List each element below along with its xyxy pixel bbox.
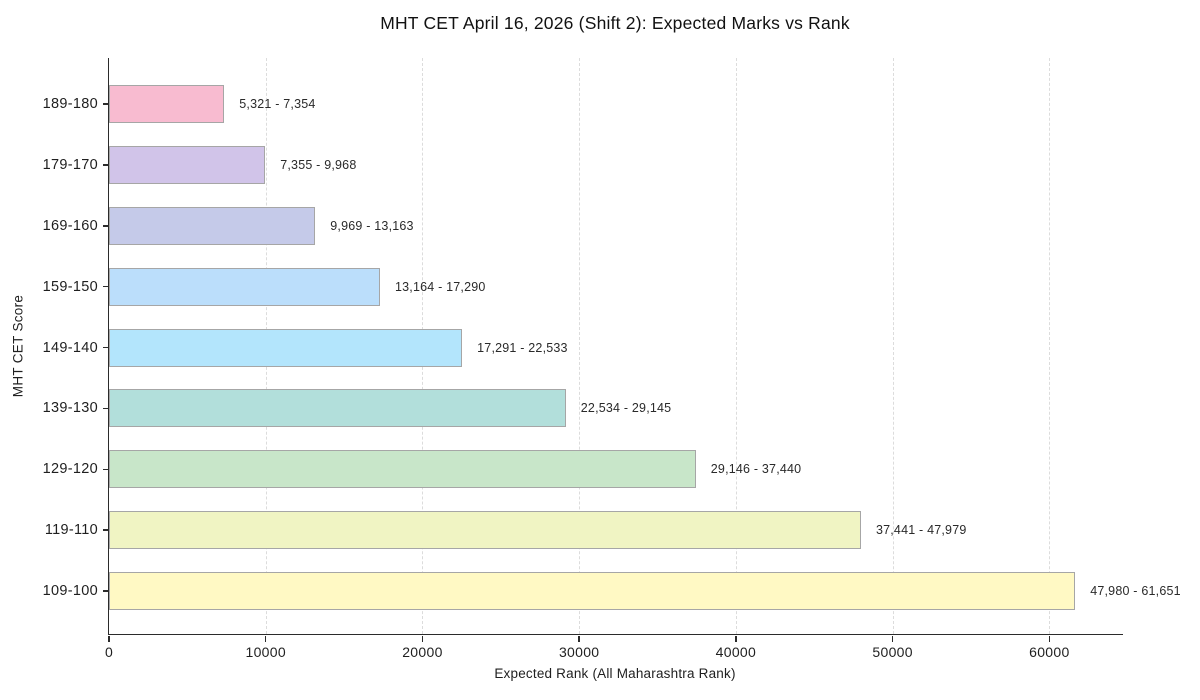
bar-109-100 [109, 572, 1076, 610]
y-tick-mark [103, 285, 109, 288]
bar-value-label: 37,441 - 47,979 [875, 523, 967, 538]
bar-119-110 [109, 511, 861, 550]
y-tick-mark [103, 590, 109, 592]
y-tick-label: 119-110 [44, 522, 98, 539]
y-tick-label: 179-170 [42, 156, 98, 173]
x-tick-label: 60000 [1029, 644, 1070, 660]
x-tick-mark [108, 635, 110, 642]
bar-value-label: 29,146 - 37,440 [710, 462, 802, 477]
x-tick-label: 50000 [872, 644, 913, 660]
y-tick-mark [103, 103, 109, 105]
bar-value-label: 22,534 - 29,145 [580, 401, 672, 416]
plot-area: 5,321 - 7,354 189-180 7,355 - 9,968 179-170… [43, 58, 1181, 660]
y-tick-mark [103, 346, 109, 349]
bar-189-180 [109, 85, 225, 123]
y-tick-label: 159-150 [42, 278, 98, 295]
bar-value-label: 47,980 - 61,651 [1090, 584, 1181, 598]
gridline [1049, 58, 1051, 634]
y-tick-mark [103, 164, 109, 166]
bar-179-170 [109, 145, 266, 184]
bar-value-label: 13,164 - 17,290 [394, 279, 486, 294]
y-tick-label: 189-180 [42, 96, 98, 112]
x-tick-label: 10000 [245, 644, 286, 660]
y-tick-label: 169-160 [42, 217, 98, 234]
x-tick-label: 40000 [715, 644, 757, 660]
bar-139-130 [109, 389, 566, 428]
y-tick-label: 109-100 [42, 583, 98, 599]
y-tick-mark [103, 407, 109, 410]
y-tick-mark [103, 529, 109, 531]
x-axis-label: Expected Rank (All Maharashtra Rank) [494, 666, 736, 681]
bar-129-120 [109, 450, 696, 489]
bar-169-160 [109, 206, 316, 245]
y-axis-label: MHT CET Score [10, 294, 26, 398]
gridline [735, 58, 737, 634]
y-tick-label: 149-140 [42, 339, 98, 356]
x-tick-mark [735, 635, 737, 642]
x-tick-label: 30000 [558, 644, 600, 660]
x-tick-mark [264, 635, 267, 642]
x-tick-mark [421, 635, 424, 642]
gridline [579, 58, 581, 634]
bar-value-label: 17,291 - 22,533 [477, 340, 568, 355]
x-tick-label: 20000 [402, 644, 443, 660]
bar-149-140 [109, 328, 463, 367]
x-tick-mark [891, 635, 894, 642]
y-tick-mark [103, 468, 109, 470]
bar-value-label: 9,969 - 13,163 [330, 218, 414, 233]
x-tick-mark [578, 635, 580, 642]
x-tick-mark [1048, 635, 1051, 642]
bar-159-150 [109, 267, 380, 306]
bar-value-label: 5,321 - 7,354 [239, 97, 316, 111]
x-tick-label: 0 [104, 644, 114, 660]
bar-value-label: 7,355 - 9,968 [280, 157, 357, 172]
chart-title: MHT CET April 16, 2026 (Shift 2): Expect… [380, 13, 850, 33]
y-tick-label: 129-120 [42, 461, 98, 478]
y-tick-label: 139-130 [42, 400, 98, 417]
gridline [892, 58, 894, 634]
y-tick-mark [103, 225, 109, 227]
